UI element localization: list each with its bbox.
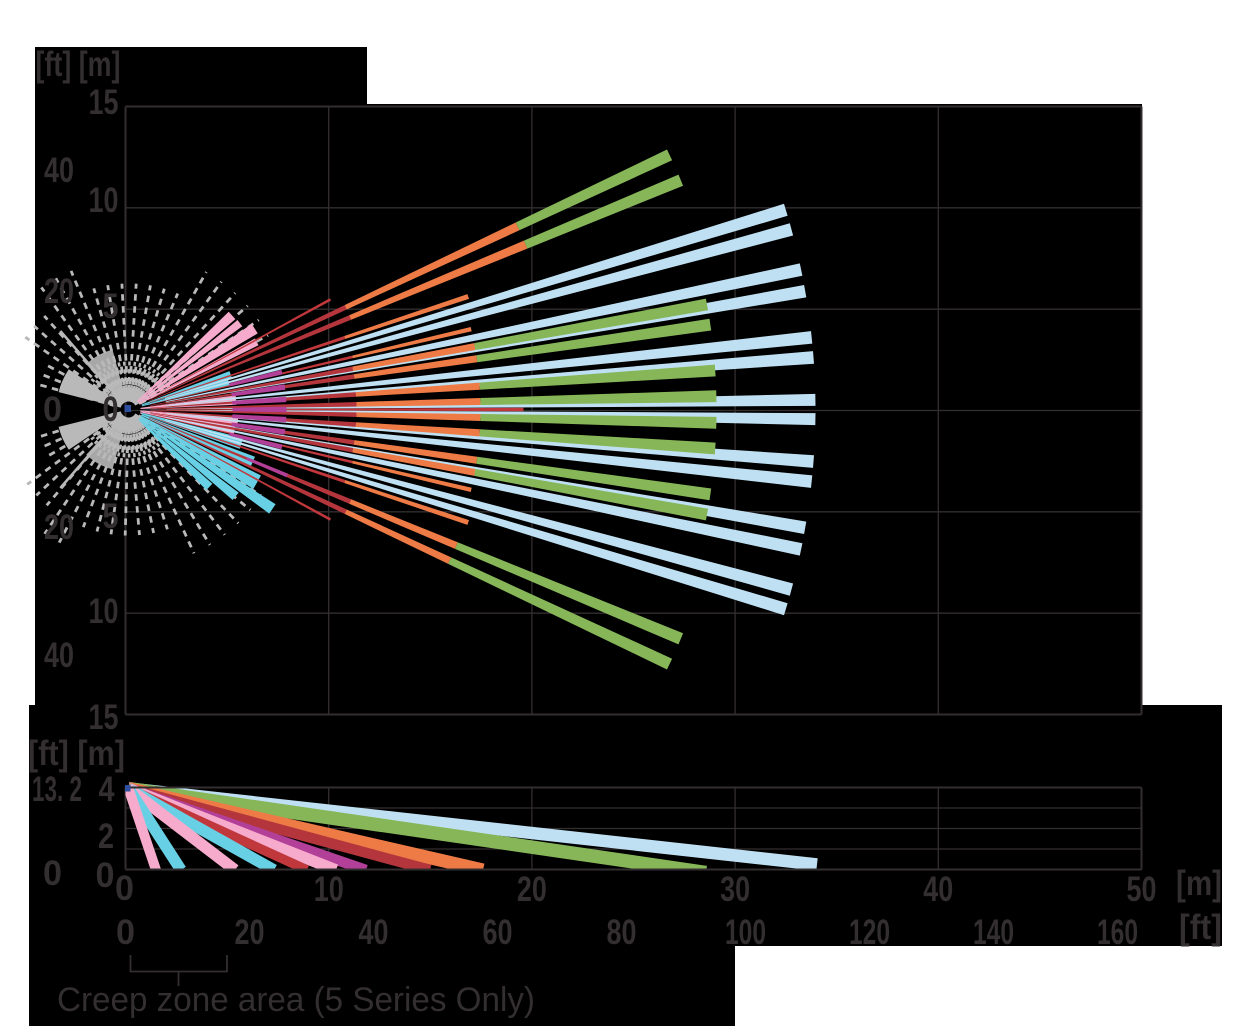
svg-text:20: 20 xyxy=(517,870,547,909)
svg-text:15: 15 xyxy=(89,83,119,122)
svg-text:2: 2 xyxy=(98,817,114,856)
svg-text:[ft] [m]: [ft] [m] xyxy=(28,734,125,773)
svg-text:140: 140 xyxy=(973,913,1014,952)
svg-text:0: 0 xyxy=(116,913,135,952)
svg-text:160: 160 xyxy=(1097,913,1138,952)
svg-text:20: 20 xyxy=(44,508,74,547)
svg-text:0: 0 xyxy=(96,856,115,895)
svg-text:10: 10 xyxy=(314,870,344,909)
svg-text:40: 40 xyxy=(44,151,74,190)
svg-text:5: 5 xyxy=(103,497,119,536)
svg-text:0: 0 xyxy=(43,854,62,893)
svg-text:20: 20 xyxy=(44,272,74,311)
svg-text:15: 15 xyxy=(89,698,119,737)
svg-text:[ft]: [ft] xyxy=(1179,908,1222,947)
svg-text:80: 80 xyxy=(607,913,637,952)
svg-text:60: 60 xyxy=(483,913,513,952)
svg-text:40: 40 xyxy=(359,913,389,952)
svg-text:40: 40 xyxy=(923,870,953,909)
svg-text:120: 120 xyxy=(849,913,890,952)
svg-text:40: 40 xyxy=(44,636,74,675)
svg-text:10: 10 xyxy=(89,181,119,220)
svg-text:0: 0 xyxy=(103,390,119,429)
svg-text:[ft] [m]: [ft] [m] xyxy=(36,45,121,84)
svg-text:5: 5 xyxy=(103,287,119,326)
svg-text:Creep zone area (5 Series Only: Creep zone area (5 Series Only) xyxy=(57,981,535,1019)
svg-text:10: 10 xyxy=(89,592,119,631)
svg-text:13. 2: 13. 2 xyxy=(32,770,82,809)
svg-text:100: 100 xyxy=(725,913,766,952)
svg-text:50: 50 xyxy=(1127,870,1157,909)
svg-text:30: 30 xyxy=(720,870,750,909)
svg-text:[m]: [m] xyxy=(1176,864,1222,903)
svg-text:0: 0 xyxy=(43,390,62,429)
svg-text:0: 0 xyxy=(115,869,134,908)
svg-text:4: 4 xyxy=(99,770,115,809)
svg-text:20: 20 xyxy=(235,913,265,952)
